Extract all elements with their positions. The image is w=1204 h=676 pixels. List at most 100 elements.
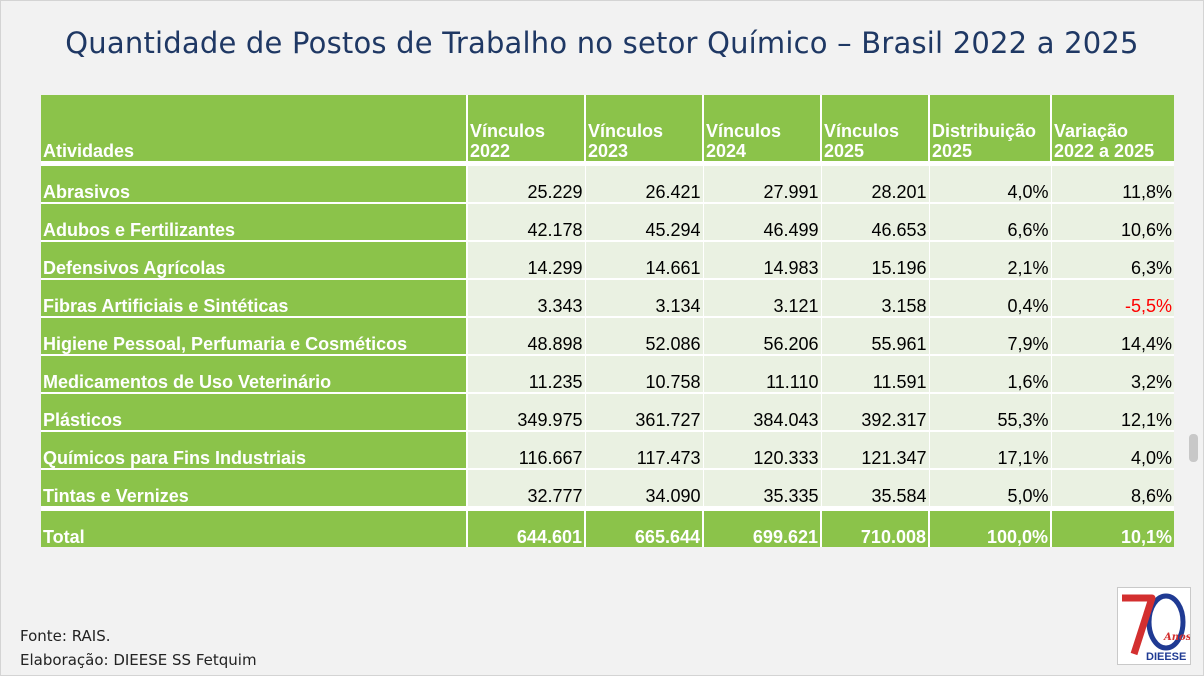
activity-cell: Defensivos Agrícolas [41,241,468,280]
value-cell-v2025: 3.158 [821,279,930,318]
source-note: Fonte: RAIS. Elaboração: DIEESE SS Fetqu… [20,624,257,672]
table-row: Defensivos Agrícolas 14.299 14.661 14.983 15… [41,241,1174,280]
column-header-line2: 2025 [932,141,973,161]
value-cell-v2022: 25.229 [467,163,586,204]
value-cell-v2022: 11.235 [467,355,586,394]
total-row: Total 644.601 665.644 699.621 710.008 100,0% 1… [41,508,1174,547]
value-cell-dist: 5,0% [929,469,1052,511]
value-cell-v2022: 48.898 [467,317,586,356]
total-cell-v2025: 710.008 [821,508,930,547]
value-cell-v2025: 392.317 [821,393,930,432]
value-cell-var: 8,6% [1051,469,1174,511]
value-cell-v2025: 35.584 [821,469,930,511]
dieese-70-anos-logo: Anos DIEESE [1117,587,1191,665]
column-header-line1: Vínculos [706,121,782,141]
table-body: Abrasivos 25.229 26.421 27.991 28.201 4,0% 11,… [41,163,1174,511]
value-cell-v2025: 28.201 [821,163,930,204]
value-cell-v2024: 120.333 [703,431,822,470]
value-cell-v2025: 46.653 [821,203,930,242]
column-header-2: Vínculos 2023 [585,95,704,166]
value-cell-dist: 55,3% [929,393,1052,432]
column-header-4: Vínculos 2025 [821,95,930,166]
activity-cell: Fibras Artificiais e Sintéticas [41,279,468,318]
column-header-1: Vínculos 2022 [467,95,586,166]
value-cell-v2023: 117.473 [585,431,704,470]
total-cell-atividade: Total [41,508,468,547]
value-cell-v2023: 3.134 [585,279,704,318]
table-row: Fibras Artificiais e Sintéticas 3.343 3.13… [41,279,1174,318]
value-cell-v2023: 361.727 [585,393,704,432]
total-cell-var: 10,1% [1051,508,1174,547]
column-header-line2: 2024 [706,141,747,161]
logo-anos-text: Anos [1163,632,1190,643]
value-cell-v2024: 56.206 [703,317,822,356]
column-header-3: Vínculos 2024 [703,95,822,166]
logo-org-text: DIEESE [1146,651,1186,663]
value-cell-dist: 2,1% [929,241,1052,280]
value-cell-v2025: 15.196 [821,241,930,280]
value-cell-v2022: 14.299 [467,241,586,280]
scrollbar-thumb[interactable] [1189,434,1198,462]
source-elaboracao: Elaboração: DIEESE SS Fetquim [20,651,257,669]
value-cell-v2023: 52.086 [585,317,704,356]
column-header-5: Distribuição 2025 [929,95,1052,166]
value-cell-v2024: 14.983 [703,241,822,280]
column-header-0: Atividades [41,95,468,166]
logo-graphic: Anos DIEESE [1122,593,1190,663]
column-header-line1: Atividades [43,141,135,161]
value-cell-v2022: 3.343 [467,279,586,318]
table-row: Químicos para Fins Industriais 116.667 117… [41,431,1174,470]
value-cell-var: -5,5% [1051,279,1174,318]
column-header-line1: Vínculos [824,121,900,141]
activity-cell: Tintas e Vernizes [41,469,468,511]
value-cell-var: 14,4% [1051,317,1174,356]
value-cell-v2023: 34.090 [585,469,704,511]
value-cell-v2024: 384.043 [703,393,822,432]
table-row: Tintas e Vernizes 32.777 34.090 35.335 35.58… [41,469,1174,511]
value-cell-v2025: 55.961 [821,317,930,356]
value-cell-var: 12,1% [1051,393,1174,432]
value-cell-v2022: 42.178 [467,203,586,242]
activity-cell: Abrasivos [41,163,468,204]
table-row: Higiene Pessoal, Perfumaria e Cosméticos… [41,317,1174,356]
table-row: Abrasivos 25.229 26.421 27.991 28.201 4,0% 11,… [41,163,1174,204]
value-cell-var: 6,3% [1051,241,1174,280]
column-header-line2: 2022 a 2025 [1054,141,1155,161]
jobs-table: Atividades Vínculos 2022 Vínculos 2023 Víncul… [41,95,1174,547]
value-cell-v2024: 27.991 [703,163,822,204]
value-cell-v2024: 35.335 [703,469,822,511]
table-row: Medicamentos de Uso Veterinário 11.235 10.… [41,355,1174,394]
header-row: Atividades Vínculos 2022 Vínculos 2023 Víncul… [41,95,1174,166]
column-header-line1: Vínculos [588,121,664,141]
value-cell-v2023: 14.661 [585,241,704,280]
value-cell-dist: 7,9% [929,317,1052,356]
value-cell-var: 3,2% [1051,355,1174,394]
column-header-6: Variação 2022 a 2025 [1051,95,1174,166]
value-cell-v2022: 116.667 [467,431,586,470]
column-header-line2: 2025 [824,141,865,161]
table-row: Plásticos 349.975 361.727 384.043 392.317 55,… [41,393,1174,432]
total-cell-v2022: 644.601 [467,508,586,547]
activity-cell: Medicamentos de Uso Veterinário [41,355,468,394]
value-cell-var: 4,0% [1051,431,1174,470]
value-cell-v2023: 10.758 [585,355,704,394]
value-cell-dist: 6,6% [929,203,1052,242]
value-cell-var: 11,8% [1051,163,1174,204]
slide-title: Quantidade de Postos de Trabalho no seto… [65,26,1139,60]
value-cell-dist: 4,0% [929,163,1052,204]
value-cell-v2025: 11.591 [821,355,930,394]
activity-cell: Químicos para Fins Industriais [41,431,468,470]
value-cell-v2025: 121.347 [821,431,930,470]
value-cell-dist: 17,1% [929,431,1052,470]
column-header-line1: Vínculos [470,121,546,141]
value-cell-var: 10,6% [1051,203,1174,242]
value-cell-v2023: 26.421 [585,163,704,204]
total-cell-v2023: 665.644 [585,508,704,547]
value-cell-v2022: 349.975 [467,393,586,432]
activity-cell: Adubos e Fertilizantes [41,203,468,242]
source-fonte: Fonte: RAIS. [20,627,111,645]
table-row: Adubos e Fertilizantes 42.178 45.294 46.499… [41,203,1174,242]
column-header-line2: 2022 [470,141,511,161]
value-cell-dist: 0,4% [929,279,1052,318]
value-cell-v2023: 45.294 [585,203,704,242]
